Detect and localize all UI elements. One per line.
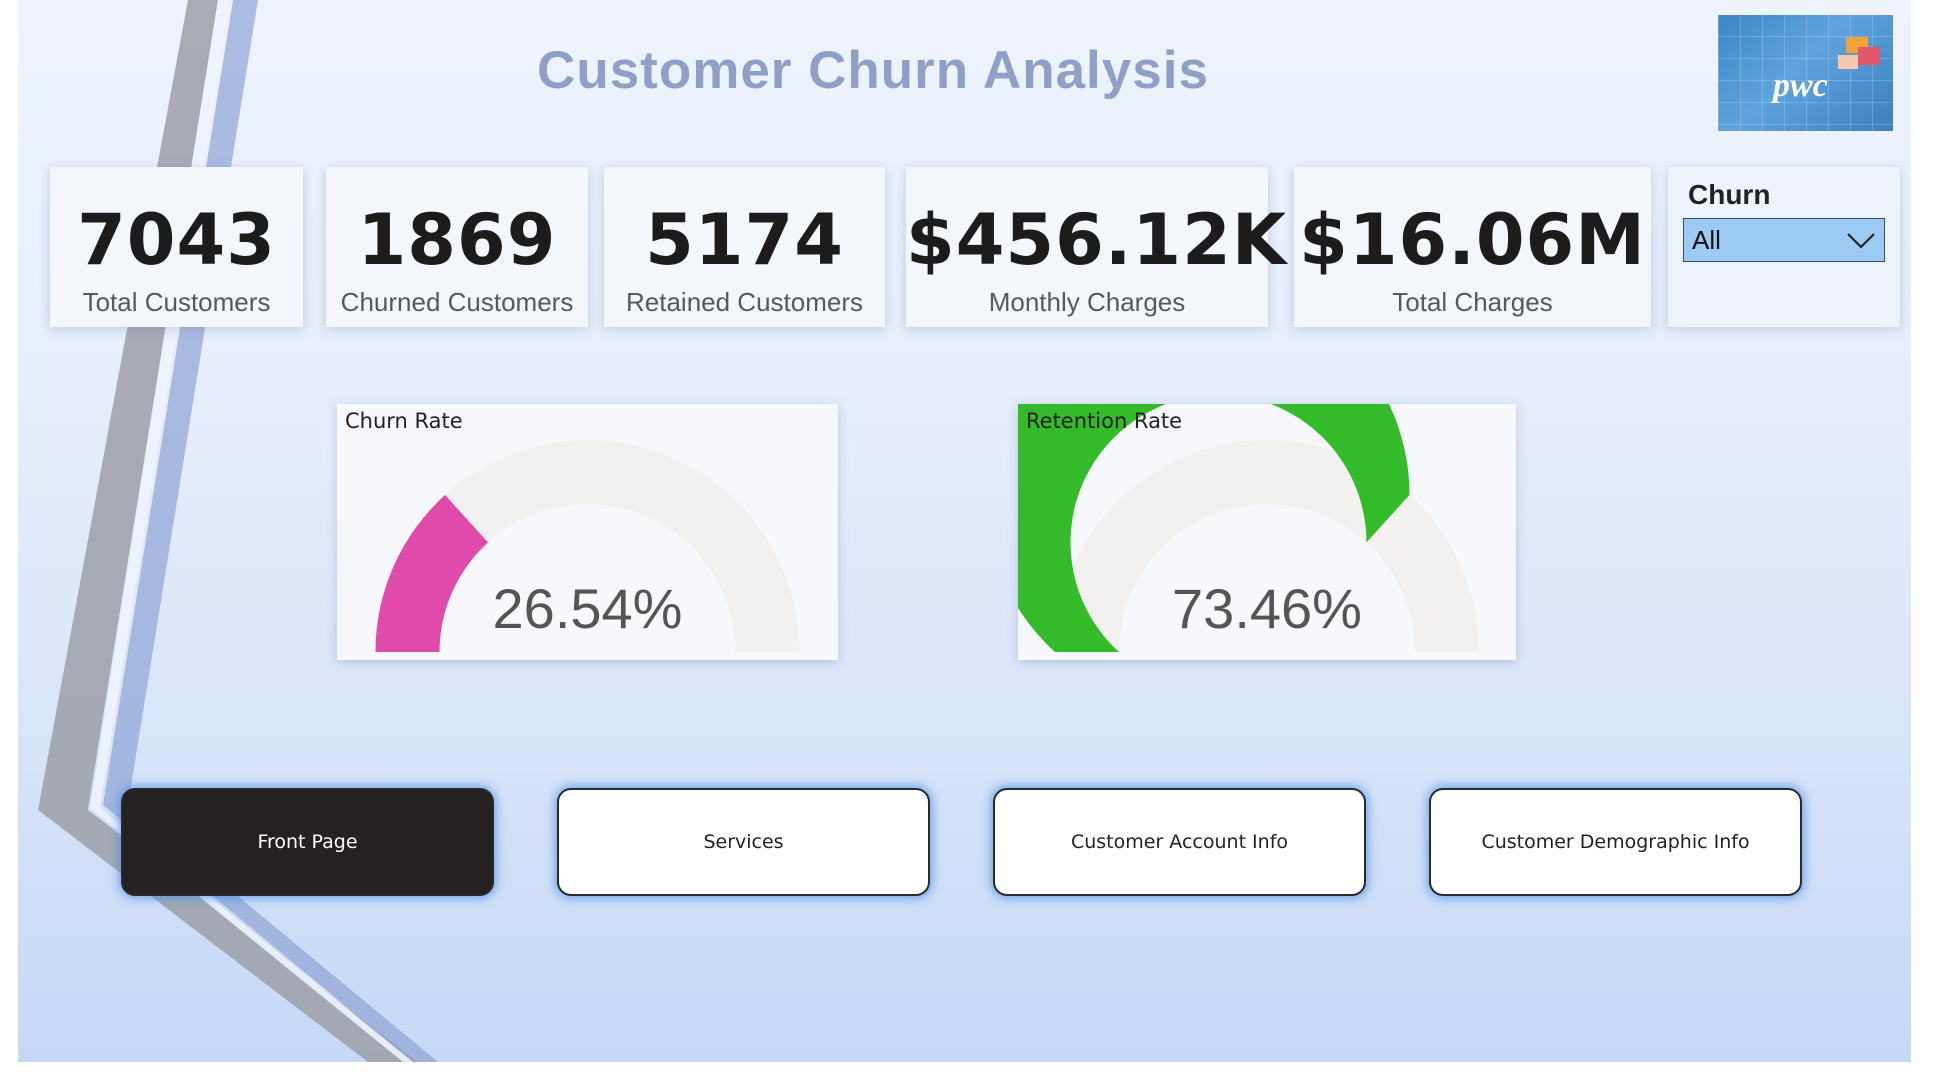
gauge-fill	[1018, 404, 1410, 652]
kpi-label: Churned Customers	[340, 287, 574, 317]
churn-dropdown[interactable]: All	[1683, 218, 1885, 262]
customer-demographic-info-button[interactable]: Customer Demographic Info	[1429, 788, 1802, 896]
page-title: Customer Churn Analysis	[537, 41, 1209, 100]
kpi-value: 5174	[645, 199, 844, 281]
gauge-value: 26.54%	[492, 577, 683, 640]
gauge-title: Retention Rate	[1026, 409, 1183, 433]
kpi-label: Retained Customers	[626, 287, 863, 317]
churn-rate-gauge: Churn Rate 26.54%	[337, 404, 838, 660]
kpi-card-churned-customers: 1869 Churned Customers	[326, 167, 588, 327]
kpi-value: $456.12K	[906, 199, 1288, 281]
report-canvas: Customer Churn Analysis pwc	[18, 0, 1911, 1062]
slicer-title: Churn	[1688, 179, 1771, 210]
churn-slicer: Churn All	[1668, 167, 1900, 327]
kpi-label: Monthly Charges	[988, 287, 1186, 317]
gauge-value: 73.46%	[1172, 577, 1362, 640]
gauge-title: Churn Rate	[345, 409, 463, 433]
kpi-value: $16.06M	[1299, 199, 1646, 281]
kpi-value: 1869	[357, 199, 557, 281]
kpi-card-retained-customers: 5174 Retained Customers	[604, 167, 885, 327]
services-button[interactable]: Services	[557, 788, 930, 896]
front-page-button[interactable]: Front Page	[121, 788, 494, 896]
logo-text: pwc	[1773, 67, 1828, 104]
gauge-track	[375, 440, 800, 652]
kpi-label: Total Customers	[82, 287, 271, 317]
customer-account-info-button[interactable]: Customer Account Info	[993, 788, 1366, 896]
gauge-fill	[375, 495, 489, 652]
decorative-stripes	[38, 0, 438, 1062]
kpi-card-total-charges: $16.06M Total Charges	[1294, 167, 1651, 327]
gauge-chart	[375, 440, 800, 652]
company-logo: pwc	[1718, 15, 1893, 131]
kpi-card-monthly-charges: $456.12K Monthly Charges	[906, 167, 1288, 327]
kpi-label: Total Charges	[1392, 287, 1553, 317]
kpi-card-total-customers: 7043 Total Customers	[50, 167, 303, 327]
chevron-down-icon	[1847, 233, 1875, 249]
gauge-chart	[1018, 404, 1479, 652]
dropdown-selected-value: All	[1692, 225, 1721, 255]
kpi-value: 7043	[77, 199, 276, 281]
retention-rate-gauge: Retention Rate 73.46%	[1018, 404, 1516, 660]
